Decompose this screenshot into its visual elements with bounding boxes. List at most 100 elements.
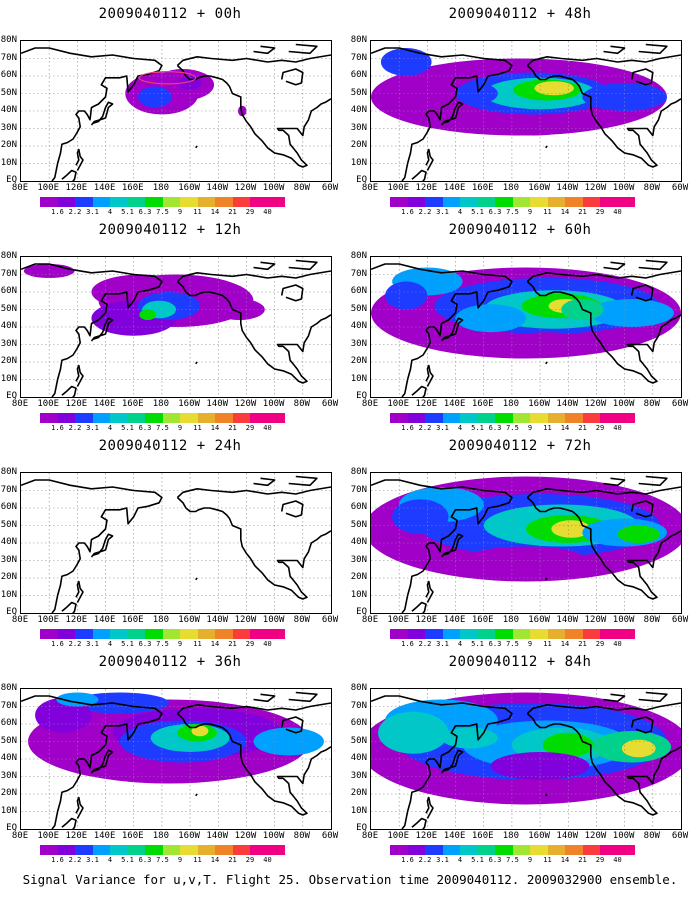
colorbar-swatch [390,197,408,207]
colorbar-level-label: 11 [193,208,202,216]
variance-map [370,40,682,182]
colorbar-swatch [495,845,513,855]
coastline [288,43,318,55]
panel-title: 2009040112 + 60h [448,222,592,238]
colorbar-swatch [512,413,530,423]
colorbar-level-label: 7.5 [156,640,169,648]
colorbar-swatch [40,197,58,207]
latitude-tick-label: 80N [350,251,367,261]
colorbar-level-label: 7.5 [156,856,169,864]
longitude-tick-label: 120W [584,615,607,625]
colorbar-swatch [530,197,548,207]
longitude-tick-label: 160W [528,399,550,409]
colorbar-swatch [425,197,443,207]
longitude-tick-label: 140E [443,831,466,841]
longitude-tick-label: 160E [471,183,494,193]
colorbar-level-label: 40 [263,208,272,216]
latitude-tick-label: 60N [0,286,17,296]
colorbar-swatch [197,629,215,639]
colorbar-swatch [250,629,268,639]
colorbar-swatch [267,413,285,423]
colorbar-swatch [145,413,163,423]
coastline [630,500,654,518]
coastline [90,317,114,342]
coastline [75,796,84,819]
colorbar-level-label: 9 [527,424,533,432]
colorbar-swatch [92,629,110,639]
coastline [176,54,331,67]
latitude-tick-label: 30N [350,770,367,781]
longitude-tick-label: 100E [37,183,60,193]
coastline [425,580,434,603]
colorbar-swatch [547,845,565,855]
coastline [411,169,427,181]
coastline [411,817,427,829]
colorbar-level-label: 5.1 [121,208,134,216]
colorbar-level-label: 4 [457,856,463,864]
colorbar-swatch [250,845,268,855]
colorbar [40,197,285,207]
coastline [75,148,84,171]
latitude-tick-label: 60N [0,70,17,80]
longitude-tick-label: 120E [65,183,88,193]
colorbar-swatch [512,845,530,855]
longitude-tick-label: 80E [361,399,379,409]
colorbar-level-label: 5.1 [471,640,484,648]
longitude-tick-label: 80E [361,615,379,625]
coastline [425,796,434,819]
coastline [526,280,681,384]
coastline [545,361,548,365]
colorbar-swatch [442,629,460,639]
latitude-tick-label: EQ [356,175,367,185]
colorbar-swatch [547,629,565,639]
colorbar-level-label: 14 [210,208,220,216]
colorbar-swatch [390,629,408,639]
longitude-tick-label: 120W [234,831,257,841]
variance-contour [56,692,99,707]
longitude-tick-label: 140E [93,183,116,193]
longitude-tick-label: 160E [121,831,144,841]
coastline [21,47,163,181]
colorbar-level-label: 3.1 [86,424,99,432]
colorbar [390,845,635,855]
colorbar-swatch [232,413,250,423]
latitude-tick-label: 50N [0,735,17,746]
latitude-tick-label: 10N [0,805,17,816]
longitude-tick-label: 160W [178,183,200,193]
variance-contour [551,520,591,538]
longitude-tick-label: 80W [293,615,310,625]
coastline [526,270,681,283]
longitude-tick-label: 60W [671,183,689,193]
map-canvas [371,257,681,397]
colorbar-level-label: 14 [210,424,220,432]
longitude-tick-label: 140W [556,615,579,625]
colorbar-swatch [495,197,513,207]
coastline [630,716,654,734]
longitude-tick-label: 120W [584,831,607,841]
coastline [280,284,304,302]
colorbar-level-label: 9 [527,856,533,864]
colorbar-level-label: 2.2 [418,640,432,648]
longitude-tick-label: 140E [93,399,116,409]
coastline [280,68,304,86]
colorbar-level-label: 21 [578,640,587,648]
colorbar-level-label: 7.5 [156,424,169,432]
colorbar-swatch [565,413,583,423]
colorbar-level-label: 6.3 [488,208,502,216]
colorbar-swatch [495,413,513,423]
coastline [288,691,318,703]
longitude-tick-label: 100W [262,831,285,841]
colorbar-level-label: 5.1 [471,856,484,864]
colorbar-swatch [460,629,478,639]
latitude-tick-label: 70N [350,268,367,279]
latitude-tick-label: 70N [0,700,17,711]
latitude-tick-label: EQ [356,607,367,617]
variance-map [20,256,332,398]
variance-contour [617,525,660,543]
longitude-tick-label: 120W [234,615,257,625]
colorbar-swatch [232,197,250,207]
colorbar-level-label: 29 [245,856,255,864]
longitude-tick-label: 140E [93,615,116,625]
colorbar-level-label: 2.2 [418,424,432,432]
coastline [371,263,513,397]
